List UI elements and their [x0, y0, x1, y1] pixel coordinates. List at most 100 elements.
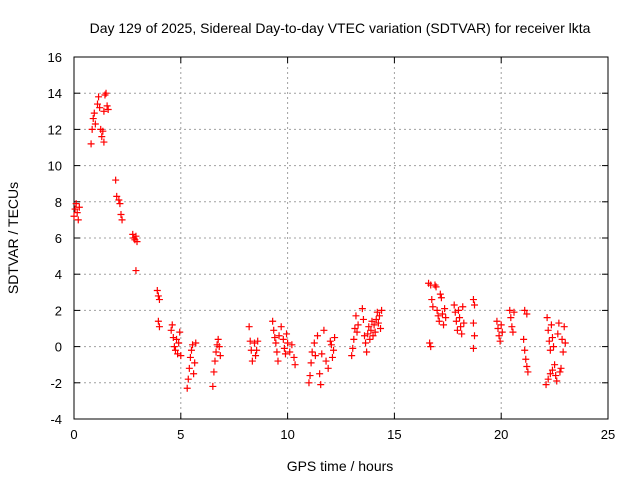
- data-point: [307, 359, 315, 367]
- data-point: [558, 335, 566, 343]
- data-point: [132, 267, 140, 275]
- data-point: [153, 286, 161, 294]
- data-points: [70, 89, 569, 392]
- y-tick-label: 6: [55, 231, 62, 246]
- data-point: [274, 357, 282, 365]
- data-point: [521, 346, 529, 354]
- data-point: [368, 317, 376, 325]
- x-tick-label: 20: [494, 427, 508, 442]
- data-point: [250, 339, 258, 347]
- data-point: [115, 196, 123, 204]
- y-tick-label: 0: [55, 340, 62, 355]
- data-point: [100, 107, 108, 115]
- data-point: [72, 200, 80, 208]
- y-tick-label: 8: [55, 195, 62, 210]
- data-point: [277, 323, 285, 331]
- data-point: [100, 138, 108, 146]
- data-point: [280, 344, 288, 352]
- data-point: [104, 105, 112, 113]
- y-tick-label: 14: [48, 86, 62, 101]
- data-point: [471, 332, 478, 340]
- data-point: [428, 296, 436, 304]
- data-point: [183, 384, 191, 392]
- data-point: [118, 216, 126, 224]
- data-point: [560, 323, 568, 331]
- data-point: [90, 109, 98, 117]
- data-point: [358, 305, 366, 313]
- data-point: [96, 104, 104, 112]
- data-point: [370, 321, 378, 329]
- data-point: [101, 91, 109, 99]
- data-point: [191, 359, 199, 367]
- data-point: [509, 328, 517, 336]
- data-point: [99, 127, 107, 135]
- x-axis-label: GPS time / hours: [287, 458, 394, 474]
- data-point: [349, 344, 357, 352]
- data-point: [327, 341, 335, 349]
- data-point: [187, 346, 195, 354]
- data-point: [89, 115, 97, 123]
- data-point: [281, 350, 289, 358]
- data-point: [87, 140, 95, 148]
- data-point: [453, 326, 461, 334]
- data-point: [215, 343, 223, 351]
- data-point: [322, 357, 330, 365]
- data-point: [362, 339, 370, 347]
- data-point: [520, 335, 528, 343]
- data-point: [507, 314, 515, 322]
- data-point: [212, 348, 220, 356]
- data-point: [469, 319, 477, 327]
- data-point: [216, 352, 224, 360]
- data-point: [116, 200, 124, 208]
- data-point: [496, 337, 504, 345]
- data-point: [318, 350, 326, 358]
- data-point: [548, 334, 556, 342]
- data-point: [306, 372, 314, 380]
- data-point: [133, 238, 141, 246]
- data-point: [91, 120, 99, 128]
- data-point: [284, 339, 292, 347]
- data-point: [441, 305, 449, 313]
- data-point: [271, 334, 279, 342]
- y-tick-label: 2: [55, 303, 62, 318]
- data-point: [95, 93, 103, 101]
- data-point: [546, 346, 554, 354]
- data-point: [524, 368, 532, 376]
- data-point: [154, 292, 162, 300]
- data-point: [314, 332, 322, 340]
- y-tick-label: -2: [50, 376, 62, 391]
- data-point: [469, 344, 477, 352]
- data-point: [184, 375, 192, 383]
- data-point: [155, 323, 163, 331]
- data-point: [75, 203, 83, 211]
- data-point: [451, 308, 459, 316]
- data-point: [550, 343, 558, 351]
- data-point: [283, 330, 291, 338]
- data-point: [98, 133, 106, 141]
- data-point: [548, 366, 556, 374]
- data-point: [559, 348, 567, 356]
- x-tick-label: 0: [70, 427, 77, 442]
- data-point: [291, 361, 299, 369]
- x-tick-label: 25: [601, 427, 615, 442]
- data-point: [459, 303, 467, 311]
- data-point: [245, 323, 253, 331]
- data-point: [269, 317, 277, 325]
- data-point: [103, 102, 111, 110]
- data-point: [305, 379, 313, 387]
- data-point: [154, 317, 162, 325]
- data-point: [544, 326, 552, 334]
- data-point: [506, 306, 514, 314]
- y-axis-label: SDTVAR / TECUs: [5, 182, 21, 294]
- data-point: [523, 363, 531, 371]
- data-point: [438, 310, 446, 318]
- data-point: [426, 339, 434, 347]
- data-point: [330, 346, 338, 354]
- data-point: [556, 368, 564, 376]
- data-point: [317, 381, 325, 389]
- data-point: [132, 232, 140, 240]
- data-point: [557, 364, 565, 372]
- data-point: [246, 337, 254, 345]
- data-point: [554, 330, 562, 338]
